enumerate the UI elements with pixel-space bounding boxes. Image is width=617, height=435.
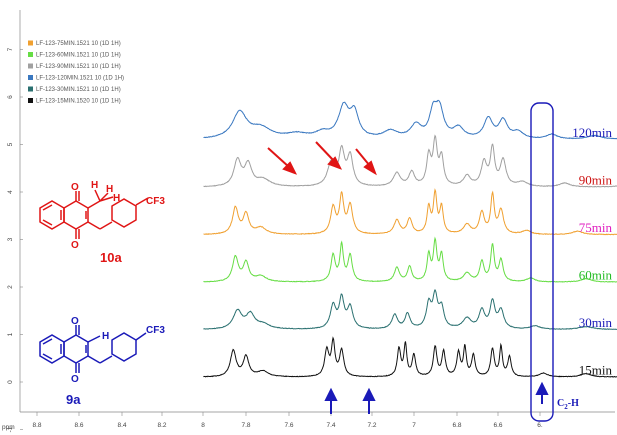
compound-10a-atoms: O O H H H CF3 10a [71,180,165,265]
x-tick-label: 7 [412,422,416,429]
hydrogen-top-3: H [91,180,98,191]
y-tick-label: -1 [7,426,14,432]
time-label-15min: 15min [579,362,613,377]
x-tick-label: 8.2 [157,422,166,429]
time-label-60min: 60min [579,267,613,282]
x-axis-ticks: 8.8 8.6 8.4 8.2 8 7.8 7.6 7.4 7.2 7 6.8 6.6 6. [32,412,543,429]
spectrum-90min [203,134,617,188]
blue-arrowhead-1 [324,387,338,401]
x-tick-label: 6.6 [493,422,502,429]
time-label-120min: 120min [572,125,612,140]
y-tick-label: 0 [7,380,14,384]
spectrum-60min [203,236,617,283]
legend-entry: LF-123-60MIN.1521 10 (1D 1H) [36,53,121,59]
compound-10a-structure [39,189,149,239]
x-tick-label: 8.6 [74,422,83,429]
spectra-traces [203,99,617,378]
oxygen-bottom-1: O [71,316,79,327]
oxygen-top-2: O [71,240,79,251]
x-tick-label: 7.6 [284,422,293,429]
x-axis-label: ppm [2,424,15,431]
time-label-90min: 90min [579,172,613,187]
red-arrow-2 [315,141,335,162]
legend-entry: LF-123-30MIN.1521 10 (1D 1H) [36,87,121,93]
red-arrowhead-2 [327,156,343,170]
legend-swatch [28,63,33,69]
cf3-top: CF3 [146,196,165,207]
y-tick-label: 1 [7,332,14,336]
red-arrow-3 [355,148,371,167]
y-tick-label: 4 [7,190,14,194]
spectrum-30min [203,288,617,331]
compound-label-9a: 9a [66,392,81,407]
x-tick-label: 7.8 [241,422,250,429]
legend-swatch [28,40,33,46]
hydrogen-top-2: H [113,193,120,204]
compound-9a-structure [39,325,147,373]
red-arrow-1 [267,147,290,168]
x-tick-label: 8 [201,422,205,429]
legend-swatch [28,52,33,57]
y-tick-label: 3 [7,237,14,241]
oxygen-top-1: O [71,182,79,193]
legend-swatch [28,98,33,103]
blue-arrowhead-2 [362,387,376,401]
red-arrows [267,141,377,176]
time-label-30min: 30min [579,315,613,330]
x-tick-label: 8.4 [117,422,126,429]
compound-9a-atoms: O O H CF3 9a [66,316,165,407]
legend-entry: LF-123-120MIN.1521 10 (1D 1H) [36,76,124,82]
y-axis-ticks: -1 0 1 2 3 4 5 6 7 [7,47,23,432]
legend-swatch [28,86,33,92]
red-arrowhead-3 [363,160,377,176]
y-tick-label: 6 [7,95,14,99]
x-tick-label: 6. [537,422,543,429]
c2h-highlight-box [530,102,554,422]
legend-entry: LF-123-75MIN.1521 10 (1D 1H) [36,41,121,47]
legend: LF-123-75MIN.1521 10 (1D 1H) LF-123-60MIN… [28,40,124,105]
oxygen-bottom-2: O [71,374,79,385]
legend-entry: LF-123-90MIN.1521 10 (1D 1H) [36,64,121,70]
x-tick-label: 7.4 [326,422,335,429]
spectrum-120min [203,99,617,140]
red-arrowhead-1 [282,161,298,175]
legend-swatch [28,75,33,80]
blue-arrows [324,381,549,414]
y-tick-label: 2 [7,285,14,289]
time-label-75min: 75min [579,220,613,235]
compound-label-10a: 10a [100,250,122,265]
cf3-bottom: CF3 [146,325,165,336]
hydrogen-bottom: H [102,331,109,342]
blue-arrowhead-3 [535,381,549,395]
x-tick-label: 8.8 [32,422,41,429]
hydrogen-top-1: H [106,184,113,195]
legend-entry: LF-123-15MIN.1520 10 (1D 1H) [36,99,121,105]
c2h-label: C2-H [557,398,579,411]
spectrum-15min [203,336,617,378]
y-tick-label: 5 [7,142,14,146]
y-tick-label: 7 [7,47,14,51]
spectrum-75min [203,188,617,236]
x-tick-label: 7.2 [367,422,376,429]
time-labels: 120min 90min 75min 60min 30min 15min [572,125,612,378]
x-tick-label: 6.8 [452,422,461,429]
